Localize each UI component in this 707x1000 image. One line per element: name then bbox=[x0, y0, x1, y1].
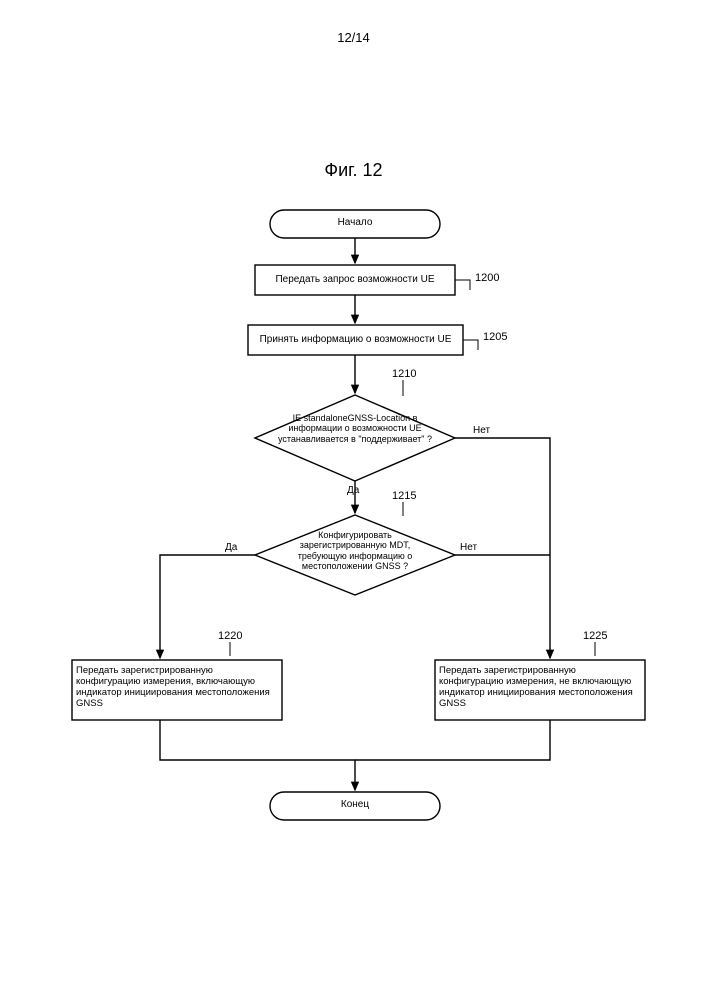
end-label: Конец bbox=[270, 799, 440, 811]
edge-no-1: Нет bbox=[473, 425, 490, 436]
n1225-label: Передать зарегистрированную конфигурацию… bbox=[439, 666, 641, 710]
edge bbox=[160, 720, 355, 790]
n1205-ref: 1205 bbox=[483, 331, 507, 343]
n1200-ref: 1200 bbox=[475, 272, 499, 284]
flowchart-svg bbox=[0, 0, 707, 1000]
n1225-ref: 1225 bbox=[583, 630, 607, 642]
n1215-ref: 1215 bbox=[392, 490, 416, 502]
start-label: Начало bbox=[270, 217, 440, 229]
n1210-label: IE standaloneGNSS-Location в информации … bbox=[276, 413, 434, 444]
n1220-ref: 1220 bbox=[218, 630, 242, 642]
edge-no-2: Нет bbox=[460, 542, 477, 553]
n1215-label: Конфигурировать зарегистрированную MDT, … bbox=[283, 530, 427, 571]
n1200-label: Передать запрос возможности UE bbox=[255, 274, 455, 286]
edge bbox=[355, 720, 550, 760]
edge bbox=[160, 555, 255, 658]
n1220-label: Передать зарегистрированную конфигурацию… bbox=[76, 666, 278, 710]
edge-yes-1: Да bbox=[347, 485, 359, 496]
n1210-ref: 1210 bbox=[392, 368, 416, 380]
edge-yes-2: Да bbox=[225, 542, 237, 553]
n1205-label: Принять информацию о возможности UE bbox=[248, 334, 463, 346]
